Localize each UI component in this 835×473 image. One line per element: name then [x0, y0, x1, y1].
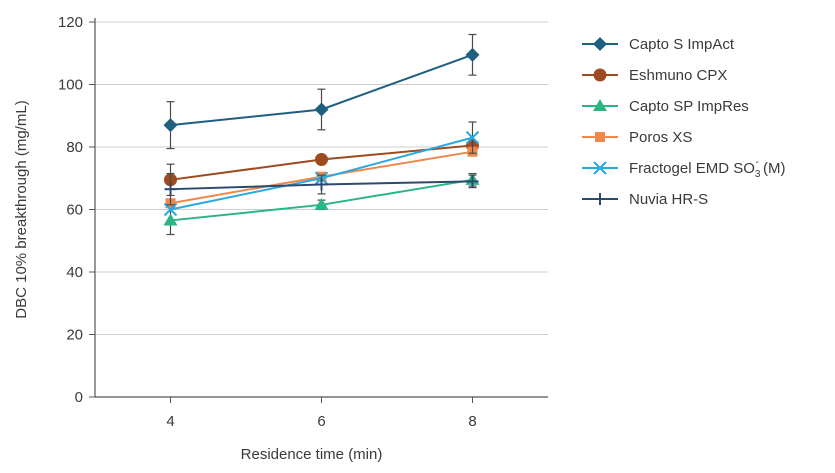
legend-label: Fractogel EMD SO3- (M) — [629, 157, 785, 180]
x-tick-label: 4 — [166, 413, 174, 430]
x-tick-labels: 4 6 8 — [166, 413, 476, 430]
legend-entry-capto-sp-impres: Capto SP ImpRes — [582, 98, 749, 115]
legend-label-main: Fractogel EMD SO — [629, 160, 755, 177]
legend-label: Eshmuno CPX — [629, 67, 727, 84]
legend-label: Capto SP ImpRes — [629, 98, 749, 115]
data-marker — [165, 183, 177, 195]
legend-entry-nuvia-hr-s: Nuvia HR-S — [582, 191, 708, 208]
y-tick-label: 20 — [66, 327, 83, 344]
data-marker — [315, 153, 328, 166]
legend-entry-eshmuno-cpx: Eshmuno CPX — [582, 67, 727, 84]
axes — [89, 18, 548, 403]
legend-label-tail: (M) — [759, 160, 786, 177]
y-tick-labels: 0 20 40 60 80 100 120 — [58, 14, 83, 406]
legend-swatch-marker — [595, 132, 605, 142]
data-marker — [466, 48, 480, 62]
legend-label: Nuvia HR-S — [629, 191, 708, 208]
y-tick-label: 60 — [66, 202, 83, 219]
legend-swatch-marker — [593, 37, 607, 51]
legend-entry-capto-s-impact: Capto S ImpAct — [582, 36, 735, 53]
data-marker — [164, 118, 178, 132]
y-tick-label: 40 — [66, 264, 83, 281]
plot-area — [164, 35, 480, 235]
legend-swatch-marker — [594, 193, 606, 205]
legend-swatch-marker — [594, 69, 607, 82]
y-tick-label: 0 — [75, 389, 83, 406]
legend: Capto S ImpAct Eshmuno CPX Capto SP ImpR… — [582, 36, 785, 208]
data-marker — [315, 103, 329, 117]
data-marker — [467, 175, 479, 187]
y-tick-label: 80 — [66, 139, 83, 156]
legend-label: Capto S ImpAct — [629, 36, 735, 53]
x-tick-label: 8 — [468, 413, 476, 430]
legend-label: Poros XS — [629, 129, 692, 146]
x-tick-label: 6 — [317, 413, 325, 430]
legend-entry-fractogel: Fractogel EMD SO3- (M) — [582, 157, 785, 180]
y-tick-label: 100 — [58, 77, 83, 94]
y-tick-label: 120 — [58, 14, 83, 31]
y-axis-title: DBC 10% breakthrough (mg/mL) — [13, 100, 30, 318]
x-axis-title: Residence time (min) — [241, 446, 383, 463]
series-0 — [164, 35, 480, 149]
legend-entry-poros-xs: Poros XS — [582, 129, 692, 146]
